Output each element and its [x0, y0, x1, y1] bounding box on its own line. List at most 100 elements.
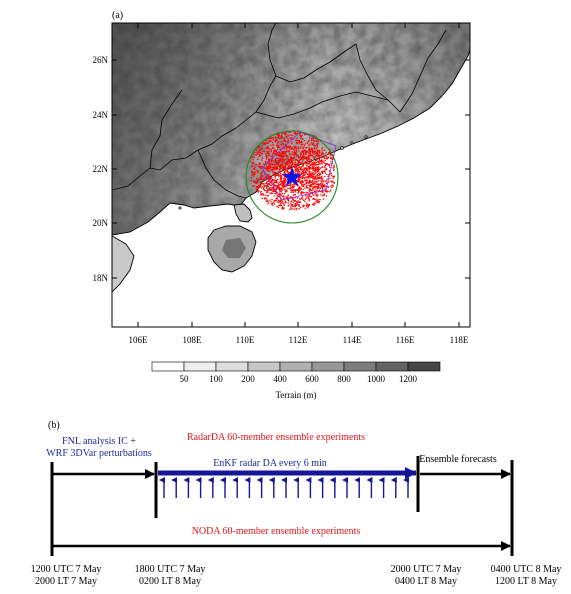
radar-obs-point	[283, 166, 285, 168]
radar-obs-point	[315, 180, 317, 183]
radar-obs-point	[274, 160, 276, 162]
radar-obs-point	[294, 171, 297, 173]
radar-obs-point	[294, 161, 296, 163]
radar-obs-point	[283, 137, 285, 139]
radar-obs-point	[268, 162, 270, 164]
colorbar-swatch	[279, 361, 313, 372]
radar-obs-point	[286, 185, 288, 187]
radar-obs-point	[308, 174, 310, 176]
radar-obs-point	[332, 185, 334, 187]
radar-obs-point	[278, 161, 280, 163]
radar-obs-point	[326, 158, 328, 160]
radar-obs-point	[293, 163, 296, 165]
radar-obs-point	[294, 151, 296, 153]
radar-obs-point	[274, 190, 276, 192]
radar-obs-point	[323, 166, 326, 168]
radar-obs-point	[297, 168, 300, 171]
radar-obs-point	[305, 168, 307, 171]
radar-obs-point	[314, 150, 317, 152]
radar-obs-point	[324, 159, 326, 161]
radar-obs-point	[310, 158, 312, 161]
radar-obs-point	[317, 199, 319, 201]
radar-obs-point	[264, 189, 266, 191]
radar-obs-point	[266, 191, 268, 194]
radar-obs-point	[273, 195, 275, 197]
radar-obs-point	[333, 182, 335, 184]
radar-obs-point	[314, 173, 316, 175]
radar-obs-point	[291, 157, 293, 159]
colorbar-swatch	[183, 361, 217, 372]
colorbar-tick-label: 1000	[367, 374, 386, 384]
radar-obs-point	[273, 174, 275, 176]
radar-obs-point	[286, 170, 289, 172]
radar-obs-point	[274, 166, 277, 168]
radar-obs-point	[292, 194, 294, 196]
radar-obs-point	[306, 151, 308, 153]
radar-obs-point	[255, 164, 257, 166]
radar-obs-point	[258, 184, 260, 186]
radar-obs-point	[269, 188, 271, 190]
radar-obs-point	[272, 160, 274, 162]
radar-obs-point	[264, 182, 266, 185]
radar-obs-point	[321, 190, 323, 193]
radar-obs-point	[287, 137, 289, 140]
radar-obs-point	[264, 186, 266, 188]
radar-obs-point	[321, 159, 323, 161]
radar-obs-point	[277, 142, 280, 144]
radar-obs-point	[283, 204, 285, 206]
radar-obs-point	[317, 169, 319, 171]
time-label-utc-2: 2000 UTC 7 May	[391, 564, 462, 575]
radar-obs-point	[262, 150, 264, 152]
radar-obs-point	[267, 174, 269, 176]
inner-domain-outline	[261, 131, 337, 201]
radar-obs-point	[331, 184, 333, 186]
radar-obs-point	[309, 194, 311, 196]
radar-obs-point	[274, 153, 276, 155]
radar-obs-point	[273, 203, 276, 205]
radar-obs-point	[278, 183, 280, 186]
radar-obs-point	[256, 177, 258, 180]
radar-obs-point	[332, 162, 334, 164]
radar-obs-point	[287, 150, 289, 152]
radar-obs-point	[268, 154, 271, 157]
radar-obs-point	[312, 172, 314, 175]
radar-obs-point	[261, 147, 263, 149]
radar-obs-point	[278, 171, 280, 173]
radar-obs-point	[279, 165, 281, 167]
radar-obs-point	[302, 164, 304, 166]
radar-obs-point	[317, 200, 319, 202]
radar-obs-point	[297, 178, 300, 180]
radar-obs-point	[309, 179, 311, 182]
radar-obs-point	[292, 165, 294, 167]
radar-obs-point	[289, 184, 291, 186]
radar-obs-point	[305, 152, 307, 155]
radar-obs-point	[280, 160, 282, 162]
radar-obs-point	[306, 165, 308, 167]
radar-obs-point	[281, 166, 284, 168]
radar-obs-point	[273, 150, 275, 153]
radar-obs-point	[287, 161, 289, 164]
radar-obs-point	[316, 174, 318, 176]
radar-obs-point	[270, 188, 272, 191]
radar-obs-point	[270, 144, 272, 147]
radar-obs-point	[320, 160, 322, 162]
radar-obs-point	[260, 151, 262, 154]
radar-obs-point	[315, 170, 317, 172]
radar-obs-point	[298, 186, 301, 188]
radar-obs-point	[303, 167, 305, 169]
time-label-utc-1: 1800 UTC 7 May	[135, 564, 206, 575]
radar-obs-point	[298, 160, 300, 162]
radar-obs-point	[307, 177, 309, 179]
radar-obs-point	[308, 139, 310, 142]
radar-obs-point	[274, 174, 276, 176]
radar-obs-point	[297, 147, 299, 150]
radar-obs-point	[306, 150, 308, 152]
radar-obs-point	[321, 185, 323, 187]
radar-obs-point	[259, 163, 261, 165]
radar-obs-point	[303, 205, 305, 207]
radar-obs-point	[257, 146, 259, 148]
radar-obs-point	[257, 186, 259, 188]
radar-obs-point	[333, 167, 335, 169]
radar-obs-point	[303, 177, 305, 179]
radar-obs-point	[256, 181, 258, 184]
